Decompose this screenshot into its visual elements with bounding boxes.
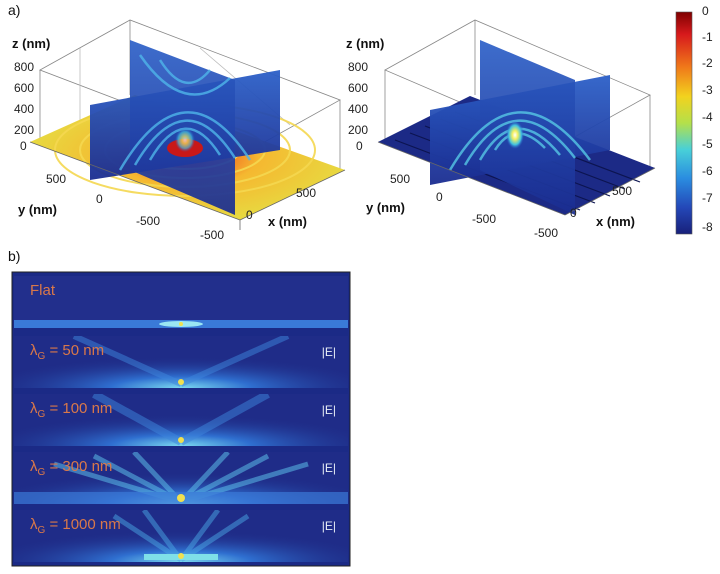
panel-b-label: b) <box>8 248 21 264</box>
right-y-tick: -500 <box>472 212 497 226</box>
strip-label: Flat <box>30 282 56 299</box>
strip-label: λG = 50 nm <box>30 342 105 362</box>
colorbar-tick: -2 <box>702 56 713 70</box>
right-y-axis-label: y (nm) <box>366 200 405 215</box>
colorbar-tick: -1 <box>702 30 713 44</box>
right-y-tick: 0 <box>436 190 443 204</box>
panel-a-label: a) <box>8 2 21 18</box>
strip-label: λG = 300 nm <box>30 458 113 478</box>
right-x-tick: -500 <box>534 226 559 240</box>
right-z-tick: 400 <box>348 102 369 116</box>
field-magnitude-label: |E| <box>321 461 336 475</box>
colorbar-tick: -3 <box>702 83 713 97</box>
left-y-tick: 0 <box>96 192 103 206</box>
left-z-tick: 200 <box>14 123 35 137</box>
colorbar <box>675 11 693 235</box>
strip-flat: Flat <box>14 276 348 328</box>
left-wall-yz <box>130 40 235 215</box>
colorbar-tick: 0 <box>702 4 709 18</box>
right-z-axis-label: z (nm) <box>346 36 385 51</box>
right-x-axis-label: x (nm) <box>596 214 635 229</box>
strip-lambda-300: λG = 300 nm |E| <box>14 452 348 504</box>
left-x-axis-label: x (nm) <box>268 214 307 229</box>
left-y-tick: -500 <box>136 214 161 228</box>
right-z-tick: 0 <box>356 139 363 153</box>
right-x-tick: 0 <box>570 206 577 220</box>
right-z-tick: 800 <box>348 60 369 74</box>
strip-label: λG = 1000 nm <box>30 516 121 536</box>
right-z-tick: 600 <box>348 81 369 95</box>
colorbar-tick: -7 <box>702 191 713 205</box>
colorbar-tick: -8 <box>702 220 713 234</box>
right-wall-yz <box>480 40 575 215</box>
left-x-tick: -500 <box>200 228 225 242</box>
left-z-tick: 400 <box>14 102 35 116</box>
field-magnitude-label: |E| <box>321 403 336 417</box>
left-z-tick: 0 <box>20 139 27 153</box>
left-z-tick: 600 <box>14 81 35 95</box>
right-y-tick: 500 <box>390 172 411 186</box>
colorbar-tick: -4 <box>702 110 713 124</box>
left-z-axis-label: z (nm) <box>12 36 51 51</box>
right-x-tick: 500 <box>612 184 633 198</box>
field-magnitude-label: |E| <box>321 345 336 359</box>
left-x-tick: 500 <box>296 186 317 200</box>
left-z-tick: 800 <box>14 60 35 74</box>
left-y-tick: 500 <box>46 172 67 186</box>
strip-lambda-100: λG = 100 nm |E| <box>14 394 348 446</box>
right-z-tick: 200 <box>348 123 369 137</box>
colorbar-tick: -5 <box>702 137 713 151</box>
left-x-tick: 0 <box>246 208 253 222</box>
colorbar-tick: -6 <box>702 164 713 178</box>
strip-lambda-1000: λG = 1000 nm |E| <box>14 510 348 562</box>
left-y-axis-label: y (nm) <box>18 202 57 217</box>
strip-lambda-50: λG = 50 nm |E| <box>14 336 348 388</box>
field-magnitude-label: |E| <box>321 519 336 533</box>
strip-label: λG = 100 nm <box>30 400 113 420</box>
right-hotspot <box>506 121 524 149</box>
